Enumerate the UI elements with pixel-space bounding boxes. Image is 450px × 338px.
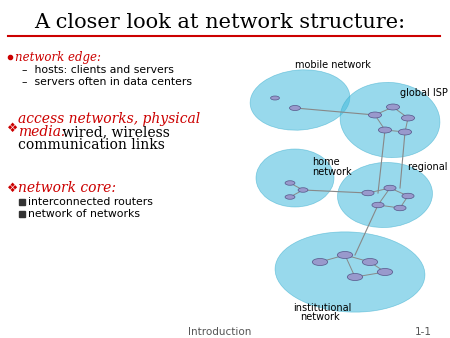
Text: ❖: ❖: [7, 121, 18, 135]
Ellipse shape: [372, 202, 384, 208]
Text: interconnected routers: interconnected routers: [28, 197, 153, 207]
Ellipse shape: [387, 104, 400, 110]
Ellipse shape: [362, 259, 378, 266]
Ellipse shape: [275, 232, 425, 312]
Ellipse shape: [398, 129, 412, 135]
Ellipse shape: [378, 127, 392, 133]
Ellipse shape: [285, 181, 295, 185]
Text: 1-1: 1-1: [415, 327, 432, 337]
Text: Introduction: Introduction: [188, 327, 252, 337]
Ellipse shape: [347, 273, 363, 281]
Text: home: home: [312, 157, 340, 167]
Text: media:: media:: [18, 125, 66, 139]
Ellipse shape: [298, 188, 308, 192]
Ellipse shape: [338, 251, 353, 259]
Ellipse shape: [289, 105, 301, 111]
Ellipse shape: [394, 205, 406, 211]
Ellipse shape: [384, 185, 396, 191]
Ellipse shape: [402, 193, 414, 199]
Text: A closer look at network structure:: A closer look at network structure:: [35, 13, 405, 31]
Text: global ISP: global ISP: [400, 88, 448, 98]
Text: network edge:: network edge:: [15, 50, 101, 64]
Text: ❖: ❖: [7, 182, 18, 194]
Ellipse shape: [401, 115, 414, 121]
Ellipse shape: [340, 82, 440, 158]
Text: mobile network: mobile network: [295, 60, 371, 70]
Ellipse shape: [377, 268, 393, 275]
Text: regional ISP: regional ISP: [408, 162, 450, 172]
Ellipse shape: [312, 259, 328, 266]
Text: –  hosts: clients and servers: – hosts: clients and servers: [22, 65, 174, 75]
Ellipse shape: [369, 112, 382, 118]
Text: wired, wireless: wired, wireless: [58, 125, 170, 139]
Text: institutional: institutional: [293, 303, 351, 313]
Text: access networks, physical: access networks, physical: [18, 112, 200, 126]
Text: network: network: [300, 312, 340, 322]
Ellipse shape: [270, 96, 279, 100]
Ellipse shape: [338, 163, 432, 227]
Text: network: network: [312, 167, 351, 177]
Ellipse shape: [250, 70, 350, 130]
Ellipse shape: [362, 190, 374, 196]
Text: network of networks: network of networks: [28, 209, 140, 219]
Text: –  servers often in data centers: – servers often in data centers: [22, 77, 192, 87]
Ellipse shape: [256, 149, 334, 207]
Ellipse shape: [285, 195, 295, 199]
Text: communication links: communication links: [18, 138, 165, 152]
Text: network core:: network core:: [18, 181, 116, 195]
